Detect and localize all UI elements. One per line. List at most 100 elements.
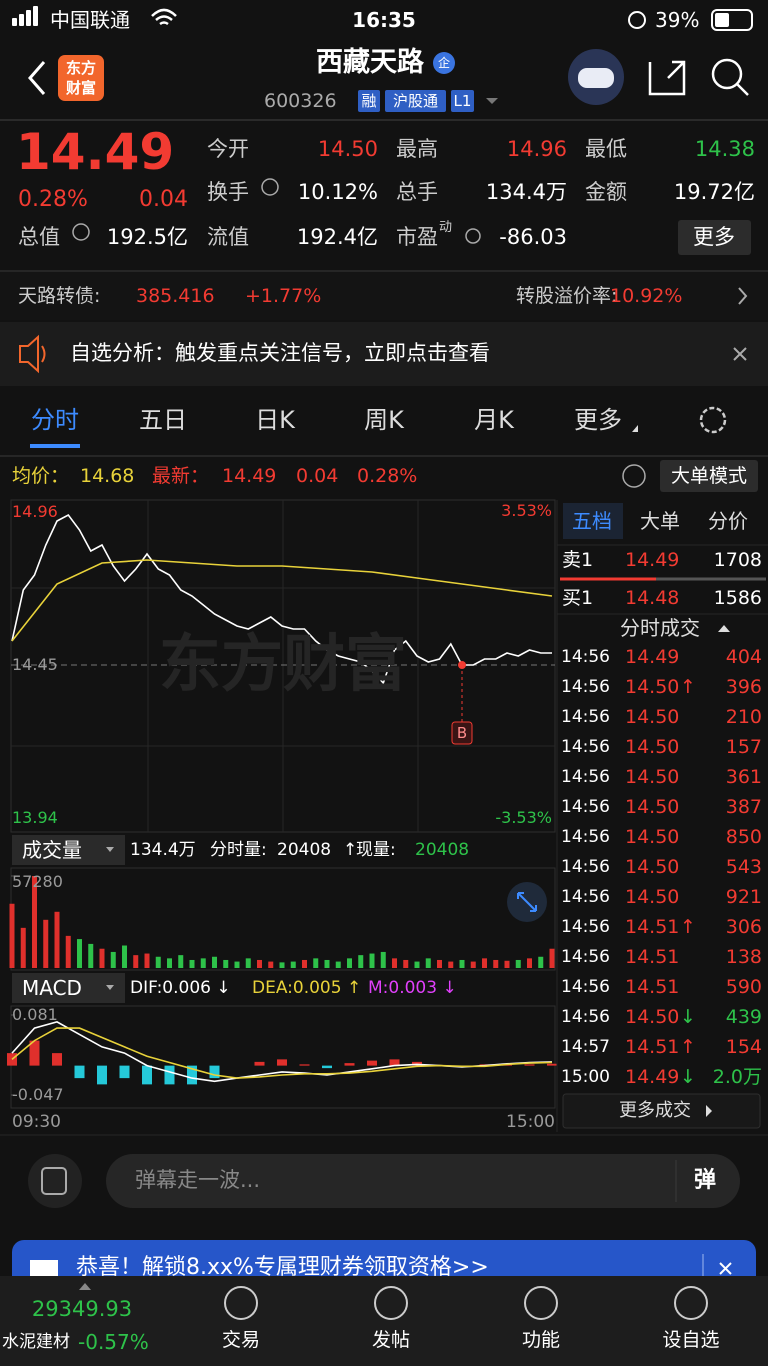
volume-bar [538, 956, 544, 968]
logo-text: 财富 [65, 79, 97, 97]
volume-bar [437, 959, 442, 968]
nav-item[interactable]: 设自选 [662, 1328, 720, 1351]
trade-price: 14.50 [625, 885, 680, 908]
change-pct-value: 0.28% [357, 464, 418, 487]
watermark: 东方财富 [158, 626, 408, 700]
trade-time: 14:56 [561, 946, 610, 967]
volume-bar [178, 955, 184, 968]
trade-volume: 439 [725, 1005, 762, 1028]
period-tab[interactable]: 更多 [574, 405, 622, 434]
stock-name: 西藏天路 [316, 46, 424, 78]
macd-bar [389, 1059, 400, 1066]
more-button-text[interactable]: 更多 [693, 225, 735, 250]
macd-bar [142, 1065, 152, 1085]
more-trades-text[interactable]: 更多成交 [619, 1100, 691, 1122]
x-tick-label: 09:30 [12, 1111, 61, 1132]
stock-code: 600326 [264, 89, 337, 112]
volume-bar [425, 958, 431, 968]
field-value: 192.4亿 [296, 225, 378, 250]
comment-placeholder[interactable]: 弹幕走一波... [135, 1168, 261, 1193]
bid-price: 14.48 [625, 586, 680, 609]
share-icon [648, 60, 686, 96]
wifi-icon [151, 8, 177, 26]
nav-item[interactable]: 发帖 [371, 1328, 411, 1351]
book-tab[interactable]: 分价 [708, 509, 748, 533]
minute-volume: 20408 [277, 839, 332, 860]
trade-direction: ↑ [680, 1035, 696, 1058]
field-value: 10.12% [297, 180, 378, 205]
period-tab[interactable]: 日K [255, 405, 295, 434]
big-order-button-text[interactable]: 大单模式 [670, 464, 748, 487]
ask-volume: 1708 [713, 548, 762, 571]
volume-bar [122, 945, 127, 968]
book-tab[interactable]: 大单 [640, 509, 680, 533]
volume-bar [189, 959, 195, 968]
trade-price: 14.50 [625, 735, 680, 758]
period-tab[interactable]: 分时 [31, 405, 79, 434]
signal-bar [33, 6, 38, 26]
current-volume-label: 现量: [356, 839, 396, 860]
trade-volume: 590 [725, 975, 762, 998]
volume-bar [99, 948, 105, 968]
macd-bar [344, 1063, 355, 1066]
nav-item[interactable]: 功能 [521, 1328, 561, 1351]
banner-text[interactable]: 恭喜！解锁8.xx%专属理财券领取资格>> [76, 1254, 489, 1280]
trade-price: 14.50 [625, 705, 680, 728]
info-icon [465, 228, 481, 244]
trade-time: 14:56 [561, 916, 610, 937]
period-tab[interactable]: 月K [474, 405, 514, 434]
macd-bar [254, 1061, 265, 1066]
volume-bar [257, 959, 262, 968]
y-tick-label: 57280 [12, 872, 63, 892]
macd-bar [299, 1064, 310, 1066]
trade-direction: ↑ [680, 915, 696, 938]
volume-bar [302, 959, 307, 968]
trade-price: 14.50 [625, 855, 680, 878]
trade-price: 14.51 [625, 1035, 680, 1058]
nav-item[interactable]: 交易 [221, 1328, 261, 1351]
trade-volume: 921 [725, 885, 762, 908]
book-tab[interactable]: 五档 [572, 509, 612, 533]
last-price: 14.49 [16, 123, 175, 181]
danmaku-button[interactable]: 弹 [693, 1167, 717, 1193]
trade-price: 14.50 [625, 765, 680, 788]
change-value: 0.04 [296, 464, 339, 487]
change-pct: 0.28% [18, 186, 88, 212]
premium-value: 10.92% [610, 284, 683, 307]
y-tick-label: -0.047 [12, 1085, 64, 1105]
signal-bar [26, 10, 31, 26]
logo [58, 55, 104, 101]
macd-bar [209, 1065, 220, 1079]
volume-bar [347, 958, 352, 968]
volume-bar [549, 948, 555, 968]
macd-bar [187, 1065, 197, 1085]
nav-icon [224, 1286, 258, 1320]
badge [433, 52, 455, 74]
nav-icon [374, 1286, 408, 1320]
volume-bar [470, 961, 476, 968]
big-order-button [660, 460, 758, 492]
dropdown-icon [486, 98, 498, 104]
current-volume: 20408 [415, 839, 470, 860]
trade-price: 14.49 [625, 1065, 680, 1088]
search-icon [711, 58, 743, 90]
volume-bar [133, 955, 139, 968]
trade-direction: ↓ [680, 1005, 696, 1028]
trade-marker-box [451, 721, 473, 745]
volume-bar [234, 961, 240, 968]
volume-bar [515, 959, 521, 968]
macd-bar [29, 1040, 40, 1066]
minute-volume-dir: ↑ [343, 839, 358, 860]
period-tab[interactable]: 五日 [139, 405, 187, 434]
tab-underline [30, 444, 80, 448]
volume-bar [167, 958, 172, 968]
minute-volume-label: 分时量: [210, 839, 267, 860]
period-tab[interactable]: 周K [364, 405, 404, 434]
macd-title: MACD [22, 976, 82, 1000]
trade-price: 14.50 [625, 795, 680, 818]
volume-bar [313, 958, 319, 968]
trade-price: 14.51 [625, 915, 680, 938]
tab-active-bg [563, 503, 623, 539]
